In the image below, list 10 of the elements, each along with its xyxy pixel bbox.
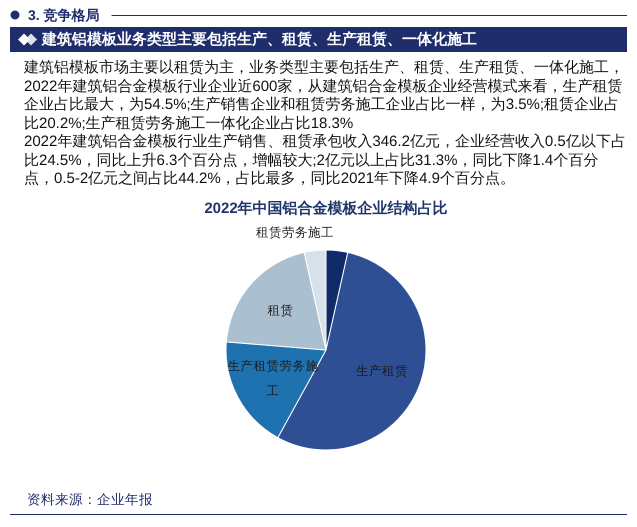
text: 建筑铝模板业务类型主要包括生产、租赁、生产租赁、一体化施工: [42, 30, 477, 50]
chart-title: 2022年中国铝合金模板企业结构占比: [204, 199, 448, 218]
text: 3. 竞争格局: [28, 6, 100, 24]
text: 资料来源：企业年报: [27, 491, 153, 509]
slice-label: 租赁: [268, 304, 294, 318]
slice-label: 生产租赁劳务施工: [228, 358, 319, 398]
slice-label: 生产租赁: [356, 364, 408, 378]
slice-label: 租赁劳务施工: [256, 226, 334, 240]
text: 2022年建筑铝合金模板行业生产销售、租赁承包收入346.2亿元，企业经营收入0.5亿以下占比24.5%，同比上升6.3个百分点，增幅较大;2亿元以上占比31.3%，同比下降1.4个百分点，0.5-2亿元之间占比44.2%，占比最多，同比2021年下降4.9个百分点。: [24, 133, 626, 188]
text: 建筑铝模板市场主要以租赁为主，业务类型主要包括生产、租赁、生产租赁、一体化施工，2022年建筑铝合金模板行业企业近600家，从建筑铝合金模板企业经营模式来看，生产租赁企业占比最大，为54.5%;生产销售企业和租赁劳务施工企业占比一样，为3.5%;租赁企业占比20.2%;生产租赁劳务施工一体化企业占比18.3%: [24, 59, 625, 133]
